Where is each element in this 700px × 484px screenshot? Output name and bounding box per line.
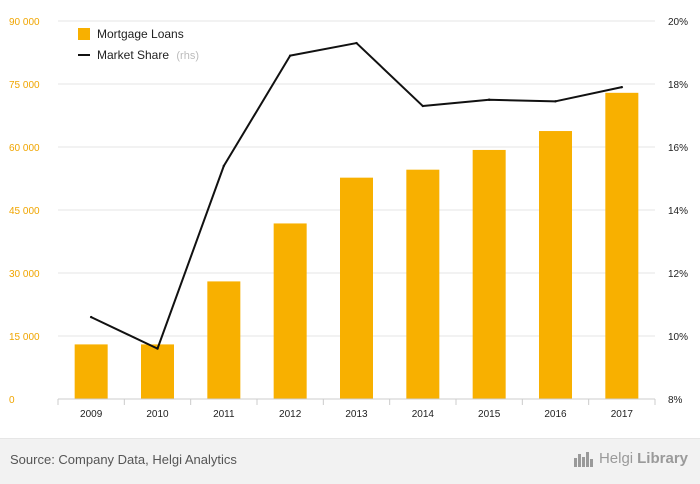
bar-2011 [207, 281, 241, 399]
line-point-2014 [421, 104, 425, 108]
bar-2012 [273, 223, 307, 399]
right-tick-label: 16% [668, 143, 688, 154]
line-point-2016 [554, 100, 557, 103]
brand-name-light: Helgi [598, 450, 634, 467]
brand-logo: Helgi Library [573, 450, 688, 467]
left-tick-label: 0 [9, 395, 15, 406]
right-tick-label: 10% [668, 332, 688, 343]
combo-chart: 0 15 000 30 000 45 000 60 000 75 000 90 000 8%… [9, 17, 688, 420]
right-tick-label: 12% [668, 269, 688, 280]
x-tick-label: 2011 [213, 409, 235, 420]
line-point-2012 [288, 54, 292, 57]
left-tick-label: 30 000 [9, 269, 40, 280]
footer: Source: Company Data, Helgi Analytics He… [0, 438, 700, 484]
legend: Mortgage Loans Market Share (rhs) [78, 27, 199, 62]
city-skyline-icon [573, 451, 593, 467]
bar-2017 [605, 92, 639, 399]
x-axis: 2009 2010 2011 2012 2013 2014 2015 2016 2017 [57, 398, 656, 420]
line-point-2015 [487, 98, 491, 101]
bar-2009 [74, 344, 108, 399]
market-share-line [89, 41, 624, 350]
legend-market-share-note: (rhs) [176, 50, 199, 62]
right-tick-label: 18% [668, 80, 688, 91]
line-point-2017 [620, 85, 624, 89]
left-tick-label: 75 000 [9, 80, 40, 91]
right-tick-label: 14% [668, 206, 688, 217]
mortgage-loans-bars [74, 92, 639, 400]
legend-label-mortgage-loans: Mortgage Loans [97, 27, 184, 41]
left-tick-label: 60 000 [9, 143, 40, 154]
legend-market-share-name: Market Share [97, 48, 169, 62]
x-tick-label: 2012 [279, 409, 302, 420]
line-point-2010 [156, 347, 159, 350]
x-tick-label: 2010 [146, 409, 169, 420]
x-tick-label: 2016 [544, 409, 567, 420]
right-axis-ticks: 8% 10% 12% 14% 16% 18% 20% [668, 17, 688, 406]
line-point-2009 [89, 315, 93, 319]
bar-2014 [406, 169, 440, 399]
x-tick-label: 2013 [345, 409, 368, 420]
left-axis-ticks: 0 15 000 30 000 45 000 60 000 75 000 90 000 [9, 17, 40, 406]
left-tick-label: 15 000 [9, 332, 40, 343]
brand-name-bold: Library [637, 450, 688, 467]
bar-2015 [472, 149, 506, 399]
left-tick-label: 45 000 [9, 206, 40, 217]
right-tick-label: 8% [668, 395, 683, 406]
x-tick-label: 2017 [611, 409, 634, 420]
x-tick-label: 2014 [412, 409, 435, 420]
legend-swatch-mortgage-loans [78, 28, 90, 40]
x-tick-label: 2015 [478, 409, 501, 420]
line-point-2011 [222, 164, 226, 168]
left-tick-label: 90 000 [9, 17, 40, 28]
line-point-2013 [355, 41, 358, 45]
right-tick-label: 20% [668, 17, 688, 28]
source-note: Source: Company Data, Helgi Analytics [10, 452, 237, 467]
bar-2013 [340, 177, 373, 399]
bar-2016 [539, 131, 572, 400]
bar-2010 [141, 344, 174, 399]
legend-label-market-share: Market Share (rhs) [97, 48, 199, 62]
x-tick-label: 2009 [80, 409, 103, 420]
